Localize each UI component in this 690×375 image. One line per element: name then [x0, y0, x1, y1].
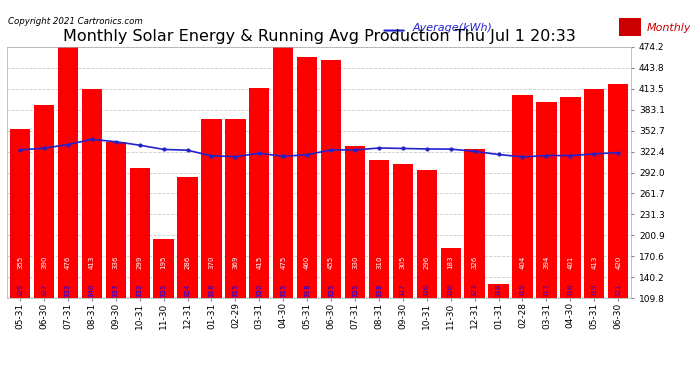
Text: 310: 310: [376, 256, 382, 269]
Bar: [130, 168, 150, 374]
Bar: [106, 142, 126, 374]
Text: 325: 325: [161, 284, 166, 297]
Bar: [536, 102, 557, 374]
Title: Monthly Solar Energy & Running Avg Production Thu Jul 1 20:33: Monthly Solar Energy & Running Avg Produ…: [63, 29, 575, 44]
Text: 195: 195: [161, 256, 166, 269]
Text: 325: 325: [17, 284, 23, 297]
Text: 323: 323: [472, 284, 477, 297]
Text: 340: 340: [89, 284, 95, 297]
Text: 330: 330: [352, 256, 358, 269]
Bar: [177, 177, 198, 374]
Text: 369: 369: [233, 256, 238, 269]
Bar: [393, 164, 413, 374]
Text: 327: 327: [41, 284, 47, 297]
Text: 326: 326: [424, 284, 430, 297]
Text: 476: 476: [65, 256, 71, 269]
Text: 319: 319: [591, 283, 598, 297]
Text: 475: 475: [280, 256, 286, 269]
Text: Average(kWh): Average(kWh): [413, 23, 493, 33]
Text: 370: 370: [208, 256, 215, 269]
Text: 299: 299: [137, 256, 143, 269]
Bar: [321, 60, 342, 374]
Text: 321: 321: [615, 284, 621, 297]
Bar: [201, 119, 221, 374]
Text: 455: 455: [328, 256, 334, 269]
Bar: [81, 89, 102, 374]
Bar: [560, 98, 580, 374]
Bar: [58, 46, 78, 374]
Text: 390: 390: [41, 256, 47, 269]
Text: 316: 316: [567, 283, 573, 297]
Text: 404: 404: [520, 256, 526, 269]
Text: 420: 420: [615, 256, 621, 269]
Text: 324: 324: [184, 284, 190, 297]
Text: 183: 183: [448, 256, 454, 269]
Bar: [584, 89, 604, 374]
Text: 328: 328: [376, 284, 382, 297]
Text: 326: 326: [448, 284, 454, 297]
Bar: [10, 129, 30, 374]
Text: 413: 413: [591, 256, 598, 269]
Bar: [608, 84, 629, 374]
Bar: [225, 119, 246, 374]
Text: 413: 413: [89, 256, 95, 269]
Text: 326: 326: [472, 256, 477, 269]
Bar: [297, 57, 317, 374]
Text: 332: 332: [137, 284, 143, 297]
Text: 131: 131: [495, 256, 502, 269]
Text: 332: 332: [65, 284, 71, 297]
Text: 318: 318: [495, 283, 502, 297]
Text: 320: 320: [256, 284, 262, 297]
Text: 336: 336: [112, 256, 119, 269]
Bar: [619, 18, 641, 36]
Text: 286: 286: [184, 256, 190, 269]
Text: 316: 316: [208, 283, 215, 297]
Bar: [464, 149, 485, 374]
Bar: [512, 95, 533, 374]
Text: 337: 337: [112, 283, 119, 297]
Text: 315: 315: [233, 284, 238, 297]
Text: 355: 355: [17, 256, 23, 269]
Text: 315: 315: [520, 284, 526, 297]
Bar: [489, 284, 509, 374]
Bar: [273, 46, 293, 374]
Text: 401: 401: [567, 256, 573, 269]
Bar: [440, 248, 461, 374]
Bar: [345, 146, 365, 374]
Bar: [417, 170, 437, 374]
Text: 318: 318: [304, 283, 310, 297]
Text: Monthly(kWh): Monthly(kWh): [647, 23, 690, 33]
Text: 325: 325: [352, 284, 358, 297]
Text: 327: 327: [400, 284, 406, 297]
Text: 325: 325: [328, 284, 334, 297]
Text: 296: 296: [424, 256, 430, 269]
Text: 460: 460: [304, 256, 310, 269]
Text: 415: 415: [256, 256, 262, 269]
Text: 315: 315: [280, 284, 286, 297]
Text: 317: 317: [544, 283, 549, 297]
Bar: [368, 160, 389, 374]
Text: Copyright 2021 Cartronics.com: Copyright 2021 Cartronics.com: [8, 17, 143, 26]
Text: 394: 394: [544, 256, 549, 269]
Text: 305: 305: [400, 256, 406, 269]
Bar: [249, 88, 270, 374]
Bar: [34, 105, 54, 374]
Bar: [153, 239, 174, 374]
